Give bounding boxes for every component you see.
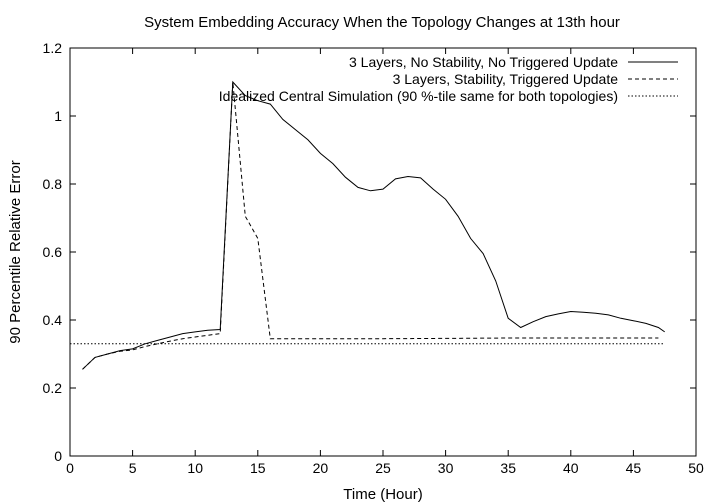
legend: 3 Layers, No Stability, No Triggered Upd…: [219, 54, 678, 104]
x-tick-label: 35: [500, 460, 516, 476]
x-tick-label: 20: [313, 460, 329, 476]
plot-frame: [69, 47, 697, 457]
y-tick-label: 0: [54, 448, 62, 464]
series-line-1: [82, 80, 665, 370]
y-tick-label: 0.2: [43, 380, 63, 396]
legend-label-1: 3 Layers, No Stability, No Triggered Upd…: [349, 54, 618, 70]
x-axis-label: Time (Hour): [343, 486, 422, 503]
y-tick-label: 1.2: [43, 40, 63, 56]
x-tick-label: 0: [66, 460, 74, 476]
series-layer: [70, 80, 665, 370]
series-line-2: [82, 81, 659, 370]
chart-title: System Embedding Accuracy When the Topol…: [144, 14, 620, 31]
x-tick-label: 30: [438, 460, 454, 476]
x-tick-label: 25: [375, 460, 391, 476]
y-tick-label: 0.8: [43, 176, 63, 192]
x-tick-label: 5: [129, 460, 137, 476]
y-tick-label: 0.6: [43, 244, 63, 260]
x-tick-label: 45: [626, 460, 642, 476]
legend-label-2: 3 Layers, Stability, Triggered Update: [393, 71, 619, 87]
x-tick-label: 10: [187, 460, 203, 476]
y-tick-label: 1: [54, 108, 62, 124]
x-tick-label: 40: [563, 460, 579, 476]
y-axis-label: 90 Percentile Relative Error: [7, 160, 24, 343]
x-tick-label: 15: [250, 460, 266, 476]
y-tick-label: 0.4: [43, 312, 63, 328]
axis-ticks: 0 5 10 15 20 25 30 35 40 45 50 0 0.2 0.4 0.6 0.8 1 1.2: [43, 40, 704, 476]
x-tick-label: 50: [688, 460, 704, 476]
legend-label-3: Idealized Central Simulation (90 %-tile …: [219, 88, 618, 104]
